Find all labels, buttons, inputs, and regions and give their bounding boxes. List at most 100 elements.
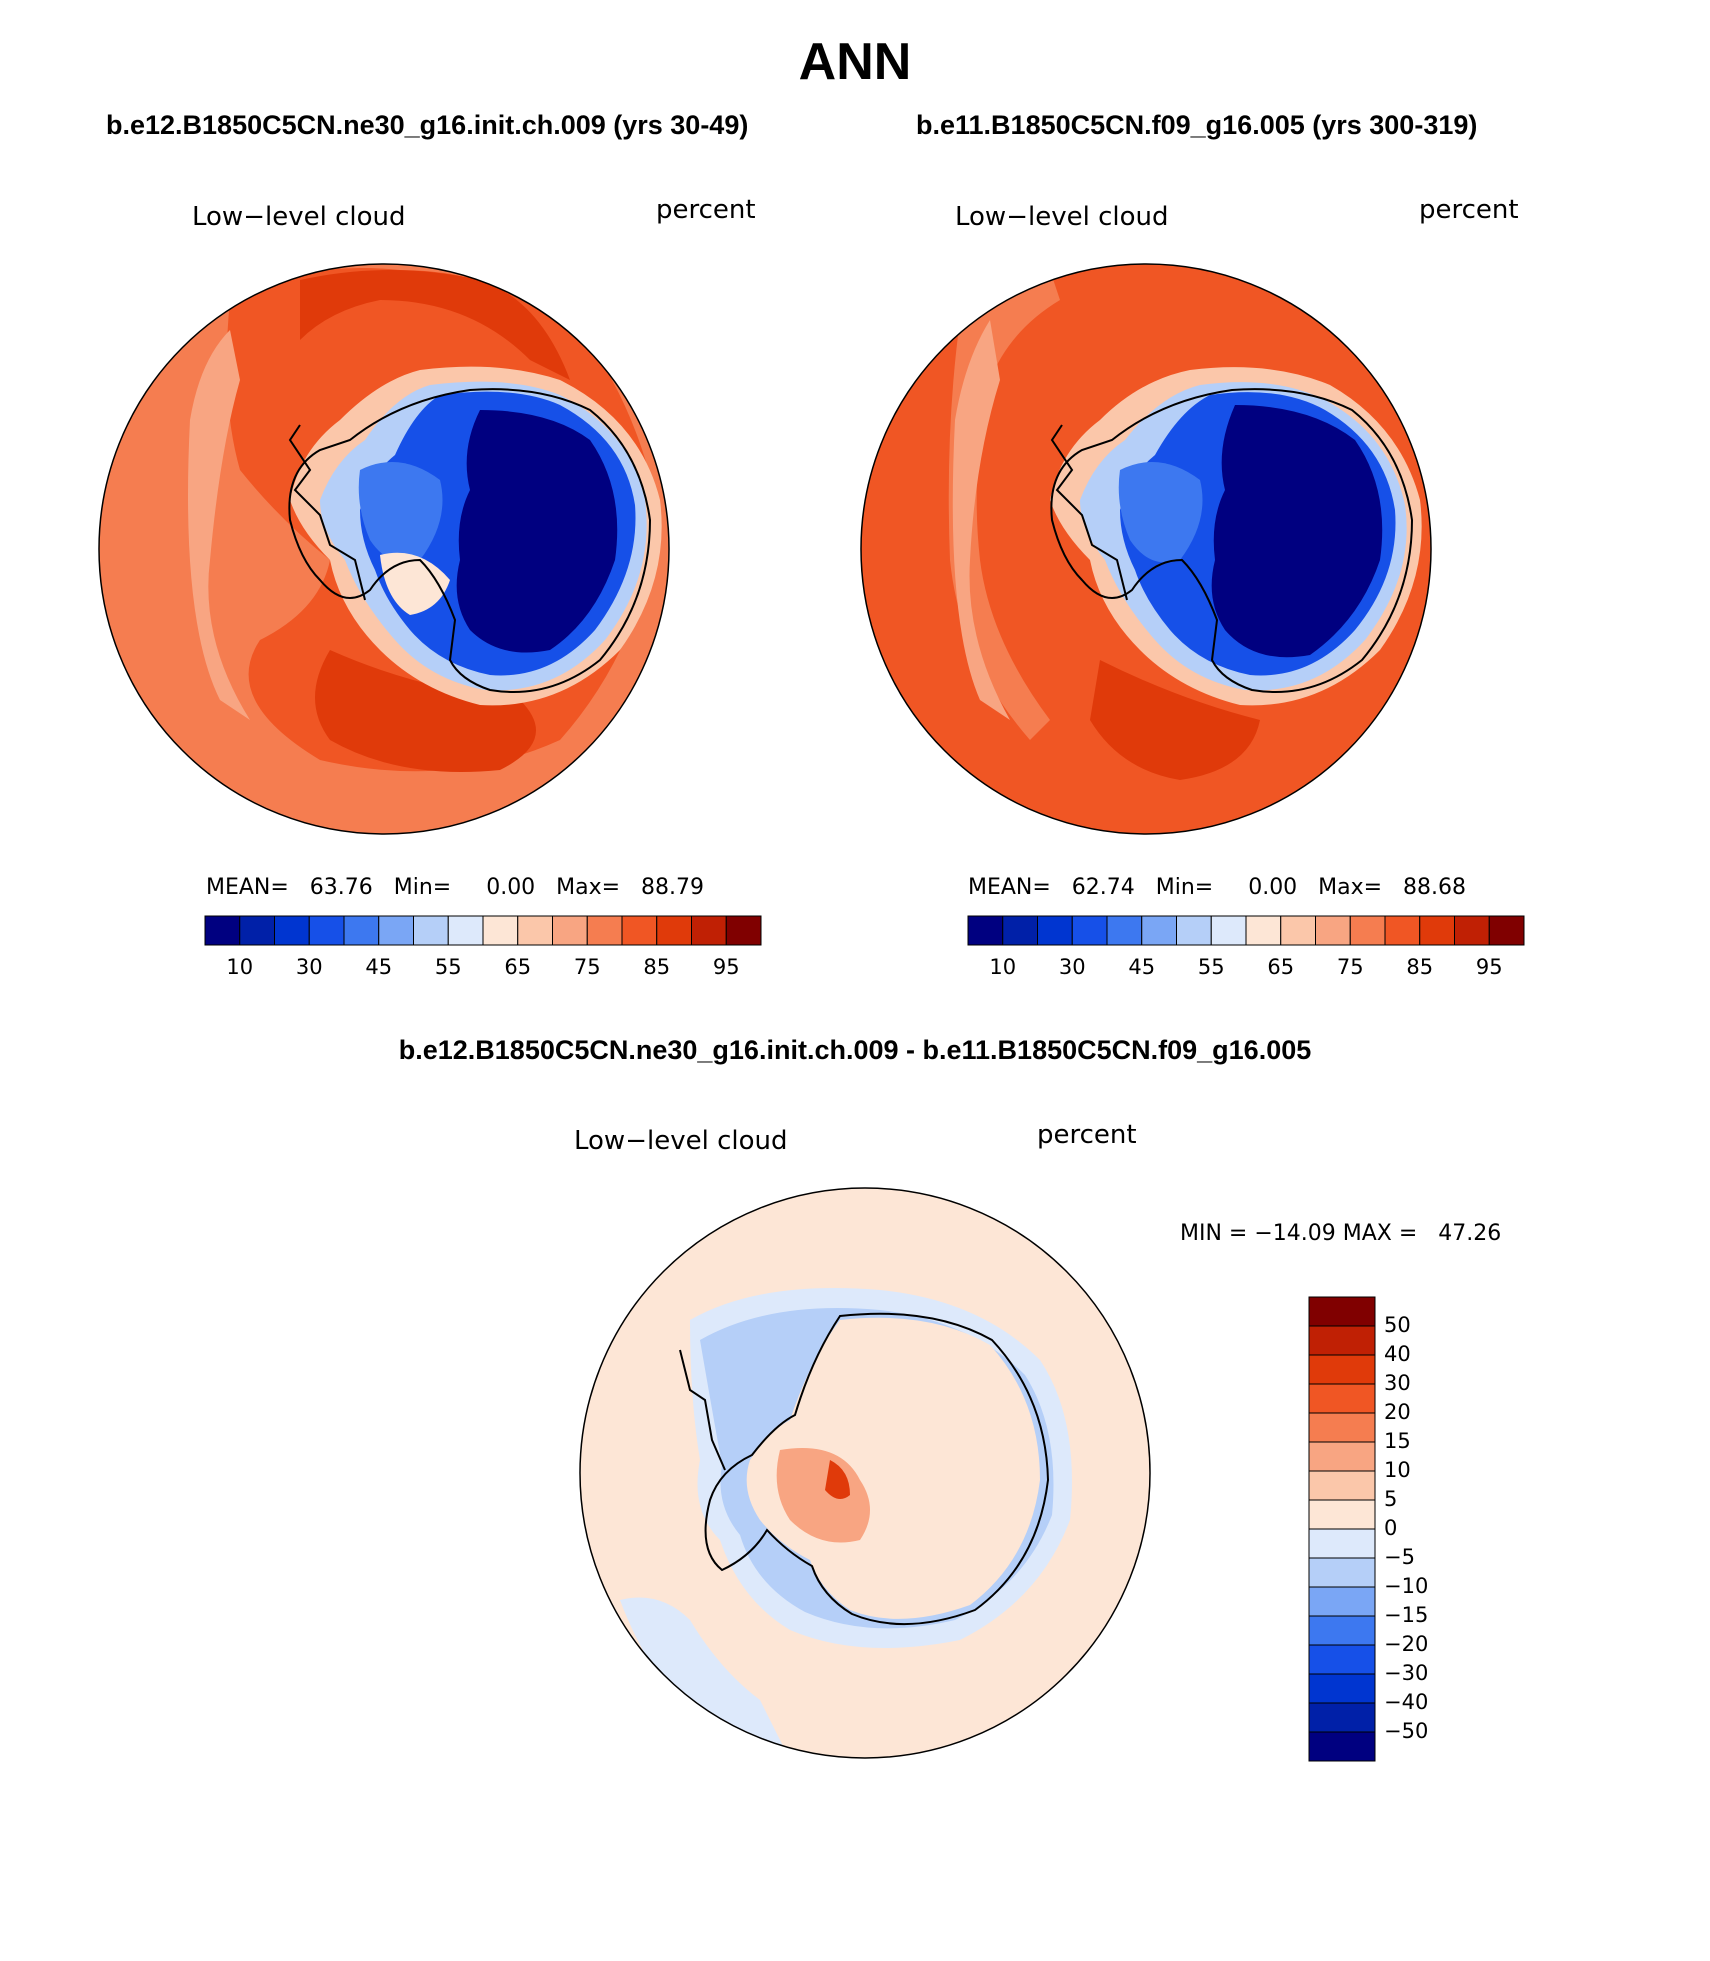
panel2-variable-label: Low−level cloud (955, 202, 1169, 232)
diff-peninsula-coastline (679, 1349, 726, 1471)
colorbar-box (1308, 1325, 1376, 1356)
panel2-max-band (1090, 660, 1260, 780)
colorbar-tick-label: 10 (989, 955, 1017, 979)
colorbar-box (1141, 915, 1177, 946)
colorbar-tick-label: 45 (365, 955, 393, 979)
colorbar-tick-label: 95 (712, 955, 740, 979)
colorbar-box (1002, 915, 1038, 946)
colorbar-box (1308, 1731, 1376, 1762)
colorbar-tick-label: 95 (1475, 955, 1503, 979)
diff-variable-label: Low−level cloud (574, 1126, 788, 1156)
diff-colorbar (1308, 1296, 1376, 1762)
colorbar-tick-label: 50 (1384, 1313, 1411, 1337)
colorbar-box (378, 915, 414, 946)
colorbar-box (447, 915, 484, 946)
colorbar-tick-label: 30 (1384, 1371, 1411, 1395)
colorbar-box (1210, 915, 1247, 946)
colorbar-tick-label: −20 (1384, 1632, 1429, 1656)
colorbar-box (1384, 915, 1421, 946)
panel1-peninsula-coastline (288, 424, 366, 601)
colorbar-box (343, 915, 380, 946)
colorbar-box (482, 915, 519, 946)
colorbar-box (1308, 1586, 1376, 1617)
colorbar-box (274, 915, 310, 946)
panel2-colorbar (967, 915, 1525, 946)
colorbar-box (1308, 1296, 1376, 1327)
diff-positive-peak (825, 1460, 850, 1499)
colorbar-tick-label: 75 (573, 955, 601, 979)
colorbar-box (1308, 1441, 1376, 1472)
colorbar-tick-label: −15 (1384, 1603, 1429, 1627)
diff-coastline (704, 1312, 1050, 1625)
colorbar-box (1308, 1412, 1376, 1443)
panel2-units-label: percent (1419, 195, 1519, 225)
colorbar-tick-label: 5 (1384, 1487, 1398, 1511)
colorbar-box (1106, 915, 1143, 946)
figure-title: ANN (798, 33, 912, 91)
panel1-max-band (300, 270, 570, 380)
colorbar-box (1308, 1383, 1376, 1414)
panel1-coastline (288, 388, 652, 693)
panel2-low-ring (952, 320, 1010, 720)
panel1-stats: MEAN= 63.76 Min= 0.00 Max= 88.79 (206, 875, 705, 900)
colorbar-tick-label: 0 (1384, 1516, 1398, 1540)
colorbar-tick-label: 10 (1384, 1458, 1411, 1482)
colorbar-box (517, 915, 553, 946)
colorbar-box (1308, 1644, 1376, 1675)
colorbar-tick-label: 30 (1058, 955, 1086, 979)
panel1-colorbar (204, 915, 762, 946)
colorbar-box (413, 915, 449, 946)
diff-negative-patch (620, 1597, 790, 1758)
colorbar-box (1308, 1354, 1376, 1385)
panel2-plateau (1211, 405, 1383, 658)
panel2-map (861, 264, 1431, 834)
panel1-map (99, 264, 669, 834)
colorbar-box (691, 915, 727, 946)
panel2-coastline (1050, 388, 1414, 693)
colorbar-tick-label: 55 (1197, 955, 1225, 979)
colorbar-tick-label: 15 (1384, 1429, 1411, 1453)
colorbar-box (1308, 1615, 1376, 1646)
colorbar-tick-label: −30 (1384, 1661, 1429, 1685)
colorbar-tick-label: −5 (1384, 1545, 1415, 1569)
colorbar-tick-label: −40 (1384, 1690, 1429, 1714)
colorbar-box (1454, 915, 1490, 946)
panel1-low-ring (188, 330, 250, 720)
colorbar-box (1037, 915, 1073, 946)
diff-stats: MIN = −14.09 MAX = 47.26 (1180, 1221, 1502, 1246)
panel1-case-title: b.e12.B1850C5CN.ne30_g16.init.ch.009 (yr… (106, 110, 749, 140)
colorbar-box (1349, 915, 1386, 946)
colorbar-box (1308, 1470, 1376, 1501)
colorbar-box (1308, 1557, 1376, 1588)
panel1-plateau (456, 410, 618, 653)
colorbar-tick-label: 45 (1128, 955, 1156, 979)
colorbar-tick-label: −10 (1384, 1574, 1429, 1598)
colorbar-tick-label: 30 (295, 955, 323, 979)
colorbar-tick-label: 85 (643, 955, 671, 979)
diff-interior (746, 1317, 1040, 1619)
panel2-peninsula-coastline (1050, 424, 1128, 601)
colorbar-tick-label: 40 (1384, 1342, 1411, 1366)
colorbar-box (1488, 915, 1525, 946)
colorbar-box (308, 915, 345, 946)
colorbar-box (621, 915, 658, 946)
colorbar-box (586, 915, 623, 946)
colorbar-tick-label: 75 (1336, 955, 1364, 979)
colorbar-tick-label: 55 (434, 955, 462, 979)
colorbar-box (1419, 915, 1455, 946)
diff-case-title: b.e12.B1850C5CN.ne30_g16.init.ch.009 - b… (398, 1035, 1312, 1065)
diff-units-label: percent (1037, 1120, 1137, 1150)
colorbar-box (1176, 915, 1212, 946)
colorbar-box (1308, 1673, 1376, 1704)
panel1-west-antarctica (358, 462, 443, 563)
panel1-ross-shelf (380, 552, 450, 615)
panel2-map-border (860, 263, 1432, 835)
colorbar-box (1071, 915, 1108, 946)
colorbar-box (967, 915, 1004, 946)
colorbar-box (1280, 915, 1316, 946)
panel1-units-label: percent (656, 195, 756, 225)
panel2-case-title: b.e11.B1850C5CN.f09_g16.005 (yrs 300-319… (916, 110, 1478, 140)
colorbar-tick-label: 85 (1406, 955, 1434, 979)
panel1-max-band-2 (315, 650, 536, 772)
